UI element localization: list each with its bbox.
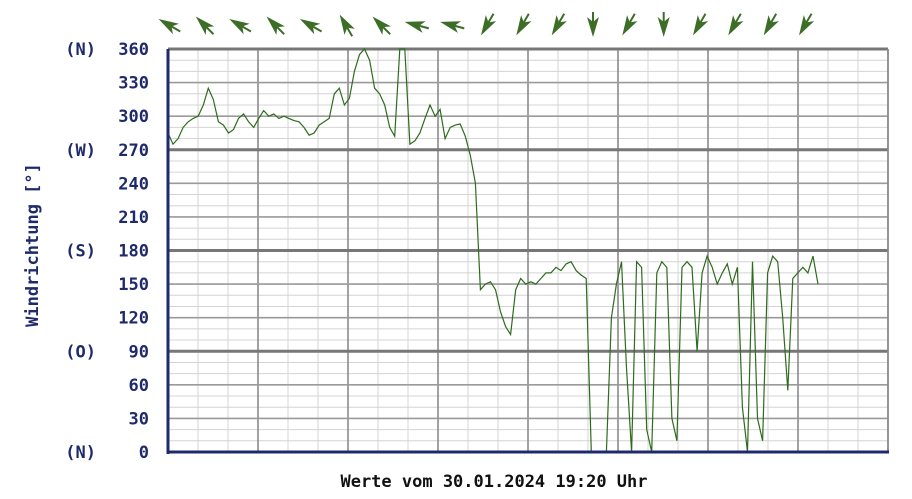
wind-arrow-shape (693, 15, 709, 36)
wind-arrow-tail (346, 27, 354, 37)
wind-arrow-shape (728, 15, 744, 36)
wind-arrow-shape (763, 15, 779, 36)
plot-grid (168, 47, 889, 452)
wind-arrow-tail (171, 25, 181, 33)
wind-arrow-icon (372, 16, 391, 35)
wind-arrow-shape (158, 19, 179, 35)
wind-arrow-icon (299, 19, 323, 35)
wind-arrow-tail (418, 24, 430, 30)
wind-arrows-row (158, 12, 815, 37)
wind-arrow-tail (205, 26, 215, 35)
wind-arrow-icon (587, 12, 599, 37)
wind-arrow-icon (195, 16, 215, 35)
wind-arrow-shape (551, 15, 567, 36)
wind-arrow-tail (805, 13, 813, 23)
wind-arrow-shape (516, 15, 532, 36)
y-tick-label: 30 (129, 409, 149, 429)
wind-arrow-tail (770, 13, 778, 23)
wind-arrow-icon (516, 13, 532, 36)
y-tick-label: 90 (129, 342, 149, 362)
y-tick-label: 60 (129, 376, 149, 396)
wind-arrow-shape (481, 15, 497, 36)
wind-arrow-shape (622, 15, 638, 36)
wind-arrow-icon (728, 13, 744, 36)
compass-label: (N) (65, 40, 96, 60)
wind-arrow-icon (440, 21, 465, 33)
wind-arrow-icon (622, 13, 638, 36)
y-axis-ticks: 0 30 60 90 120 150 180 210 240 270 300 330 360 (118, 40, 149, 463)
compass-label: (S) (65, 242, 96, 262)
wind-arrow-shape (372, 16, 391, 35)
wind-arrow-icon (693, 13, 709, 36)
y-tick-label: 270 (118, 141, 149, 161)
y-tick-label: 300 (118, 107, 149, 127)
wind-arrow-icon (339, 14, 355, 37)
wind-arrow-icon (763, 13, 779, 36)
wind-arrow-shape (229, 19, 250, 35)
y-tick-label: 210 (118, 208, 149, 228)
wind-arrow-icon (266, 16, 285, 35)
series-line-windrichtung (167, 47, 819, 453)
wind-arrow-tail (382, 26, 391, 35)
wind-arrow-tail (522, 13, 530, 23)
y-tick-label: 0 (139, 443, 149, 463)
wind-arrow-icon (481, 13, 497, 36)
wind-arrow-shape (339, 14, 355, 35)
compass-labels: (N) (W) (S) (O) (N) (65, 40, 96, 463)
wind-arrow-shape (587, 17, 599, 37)
wind-arrow-tail (487, 13, 495, 23)
wind-arrow-icon (229, 19, 252, 35)
wind-arrow-tail (241, 25, 252, 33)
compass-label: (N) (65, 443, 96, 463)
wind-arrow-tail (699, 13, 707, 23)
y-axis-title: Windrichtung [°] (23, 163, 43, 327)
y-tick-label: 150 (118, 275, 149, 295)
y-tick-label: 240 (118, 174, 149, 194)
wind-arrow-icon (657, 12, 670, 37)
wind-arrow-tail (312, 25, 323, 33)
wind-arrow-tail (454, 24, 465, 30)
wind-arrow-icon (551, 13, 567, 36)
y-tick-label: 330 (118, 74, 149, 94)
wind-arrow-tail (734, 13, 742, 23)
wind-arrow-tail (628, 13, 636, 23)
compass-label: (O) (65, 342, 96, 362)
x-axis-title: Werte vom 30.01.2024 19:20 Uhr (340, 472, 647, 492)
wind-arrow-shape (299, 19, 321, 35)
wind-arrow-tail (558, 13, 566, 23)
wind-arrow-icon (799, 13, 815, 36)
wind-arrow-tail (276, 26, 285, 35)
wind-arrow-shape (440, 21, 461, 33)
y-tick-label: 360 (118, 40, 149, 60)
wind-arrow-shape (404, 21, 426, 33)
y-tick-label: 180 (118, 242, 149, 262)
wind-arrow-shape (657, 17, 670, 37)
wind-arrow-icon (158, 19, 181, 35)
wind-arrow-shape (195, 16, 215, 35)
wind-arrow-icon (404, 21, 430, 33)
wind-arrow-shape (799, 15, 815, 36)
y-tick-label: 120 (118, 309, 149, 329)
wind-arrow-shape (266, 16, 285, 35)
compass-label: (W) (65, 141, 96, 161)
